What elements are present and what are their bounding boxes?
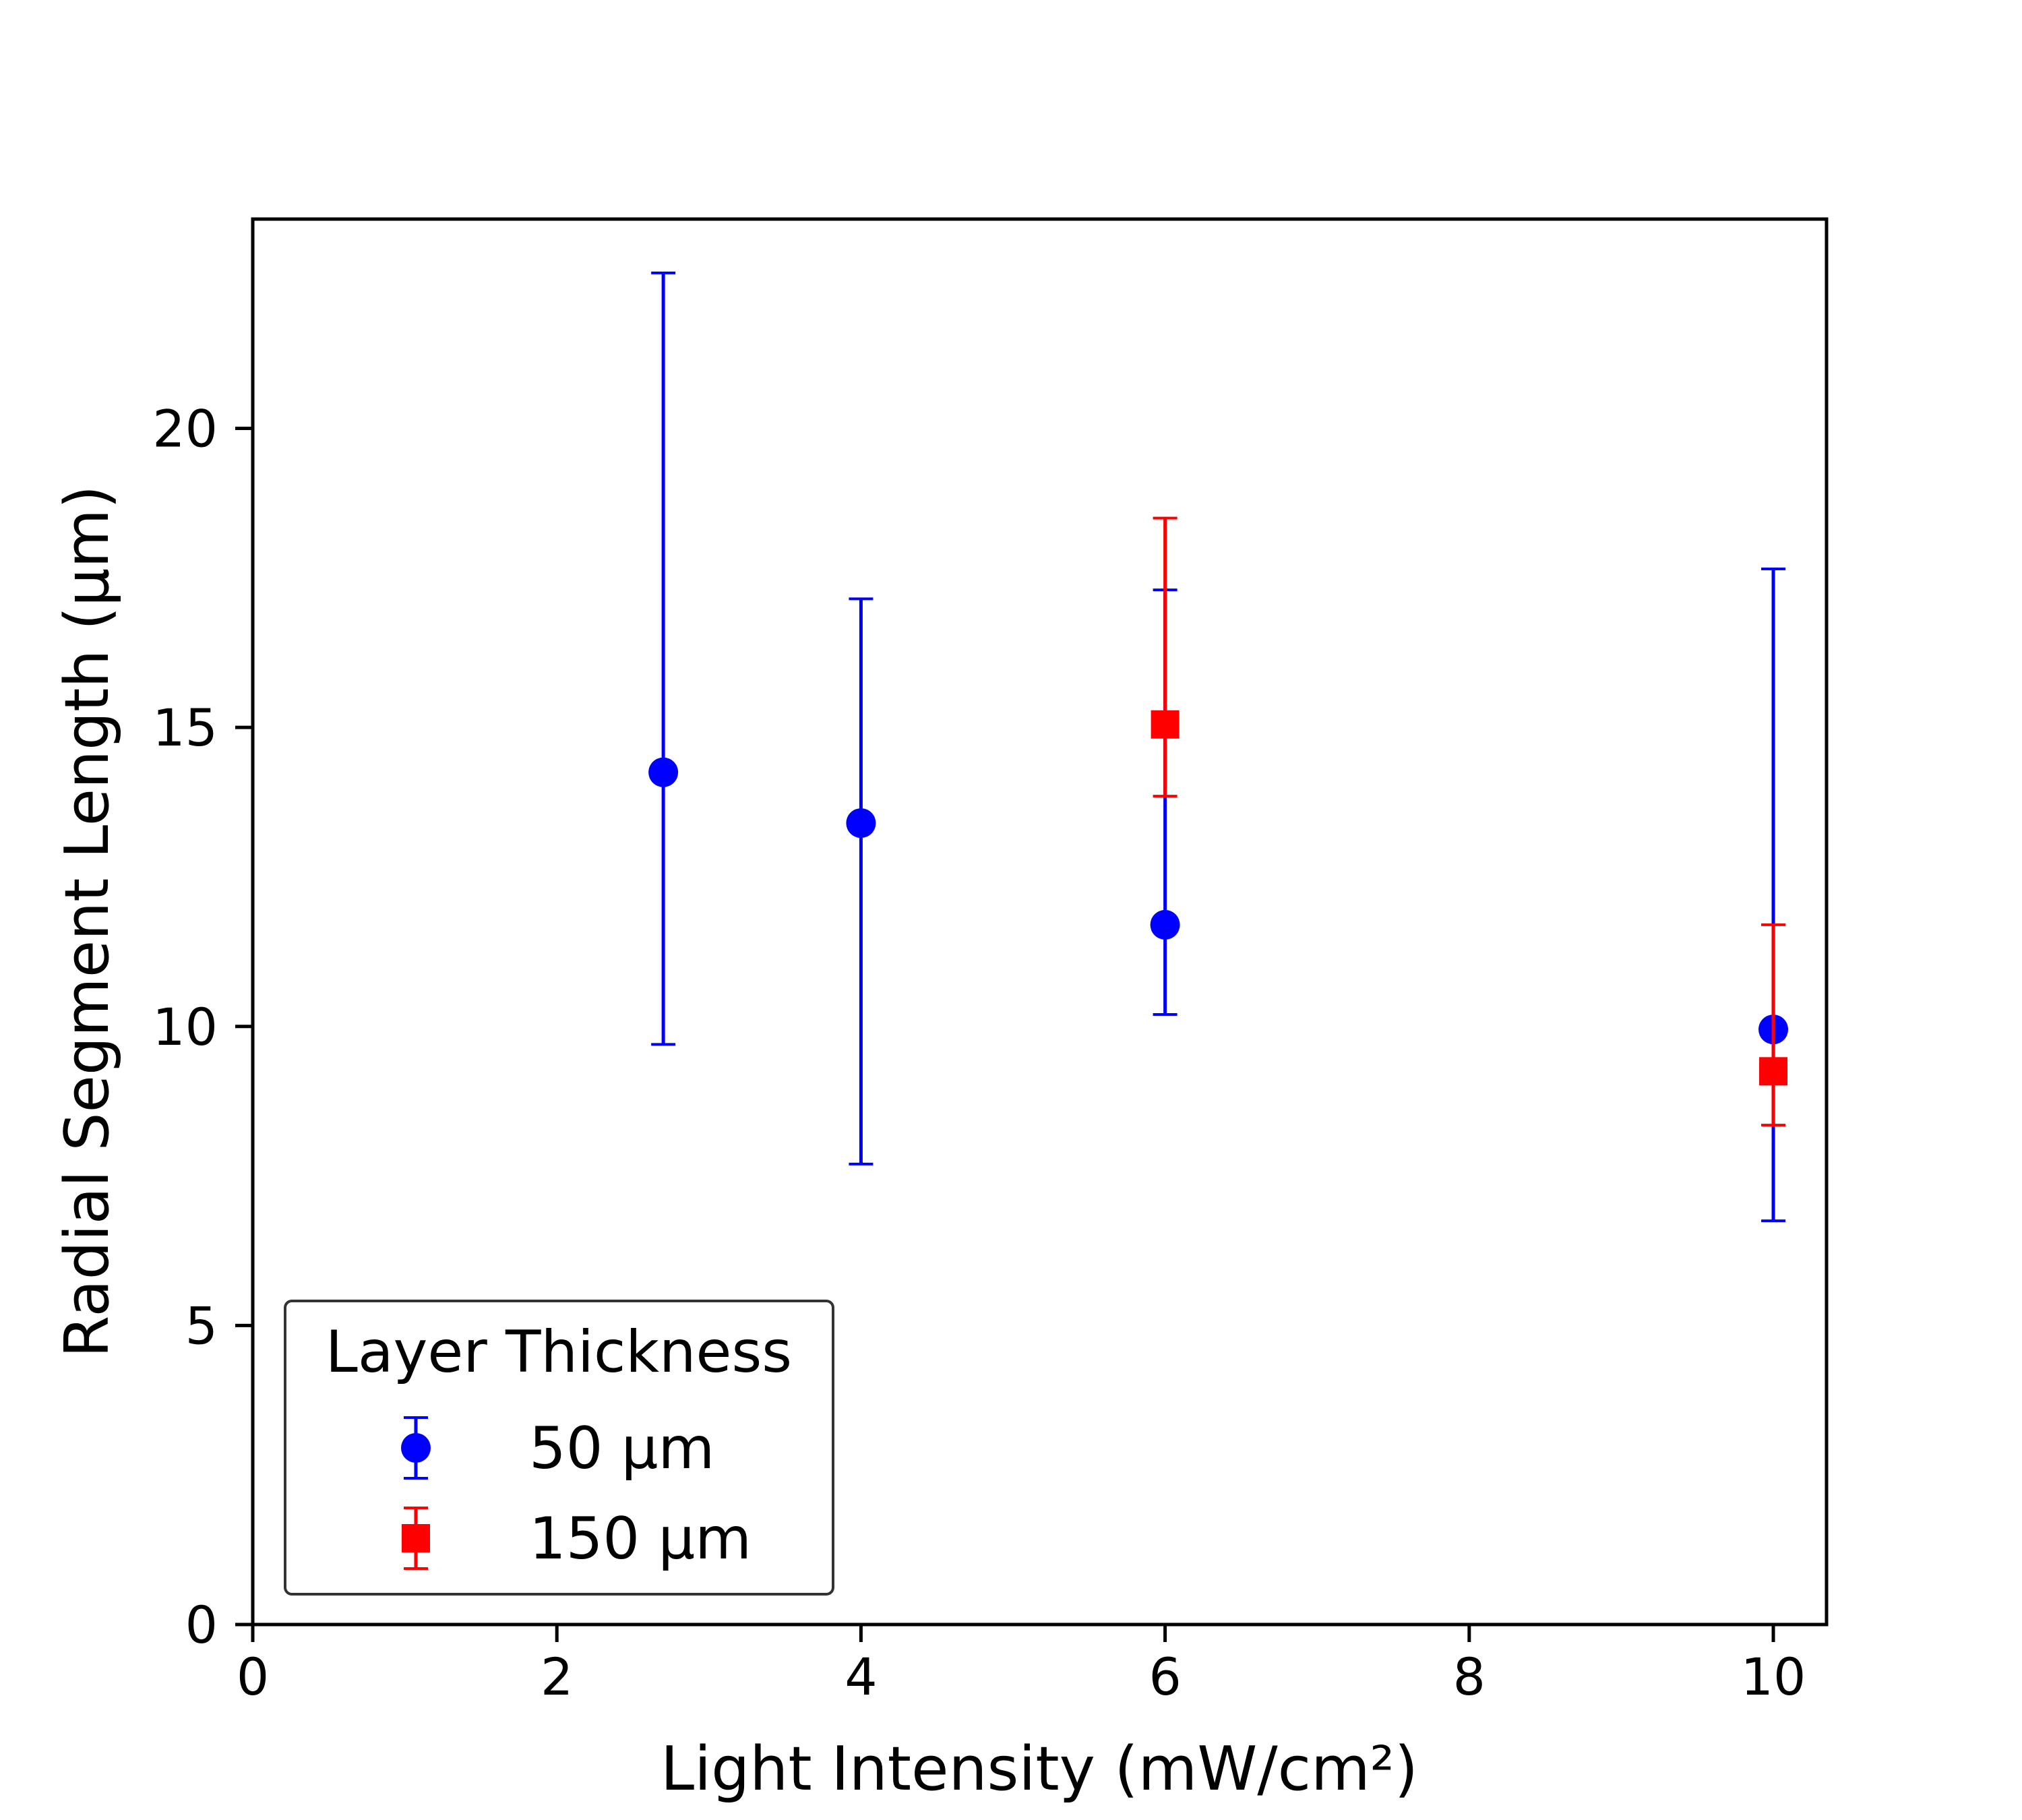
x-tick-label: 2: [541, 1647, 573, 1707]
y-tick-label: 5: [185, 1296, 218, 1356]
point-marker: [1150, 909, 1180, 940]
x-axis-label: Light Intensity (mW/cm²): [661, 1734, 1418, 1804]
data-point: [1151, 516, 1180, 798]
x-tick-label: 8: [1453, 1647, 1485, 1707]
x-tick-label: 6: [1148, 1647, 1181, 1707]
y-axis-label: Radial Segment Length (μm): [52, 485, 123, 1358]
legend-marker: [402, 1524, 430, 1552]
data-point: [648, 271, 679, 1046]
x-tick-label: 10: [1741, 1647, 1806, 1707]
point-marker: [846, 808, 876, 839]
y-axis-ticks: 0 5 10 15 20: [152, 399, 253, 1655]
legend-entry: 150 μm: [402, 1505, 752, 1573]
point-marker: [1151, 710, 1180, 739]
y-tick-label: 0: [185, 1595, 218, 1655]
legend: Layer Thickness 50 μm 150 μm: [284, 1300, 834, 1596]
legend-label: 50 μm: [529, 1415, 714, 1482]
y-tick-label: 10: [152, 997, 218, 1057]
legend-entry: 50 μm: [401, 1415, 714, 1482]
point-marker: [1759, 1057, 1788, 1086]
legend-box: [284, 1300, 834, 1596]
x-tick-label: 0: [237, 1647, 269, 1707]
x-tick-label: 4: [845, 1647, 877, 1707]
series-2: [1151, 516, 1788, 1127]
data-marks: [648, 271, 1789, 1223]
x-axis-ticks: 0 2 4 6 8 10: [237, 1625, 1806, 1707]
legend-label: 150 μm: [529, 1505, 752, 1573]
y-tick-label: 20: [152, 399, 218, 459]
data-point: [846, 597, 876, 1165]
data-point: [1759, 923, 1788, 1127]
series-1: [648, 271, 1789, 1223]
y-tick-label: 15: [152, 698, 218, 758]
legend-entries: 50 μm 150 μm: [401, 1415, 752, 1573]
legend-title: Layer Thickness: [326, 1318, 792, 1386]
plot-frame: [251, 217, 1829, 1627]
point-marker: [648, 757, 679, 787]
legend-marker: [401, 1433, 431, 1463]
